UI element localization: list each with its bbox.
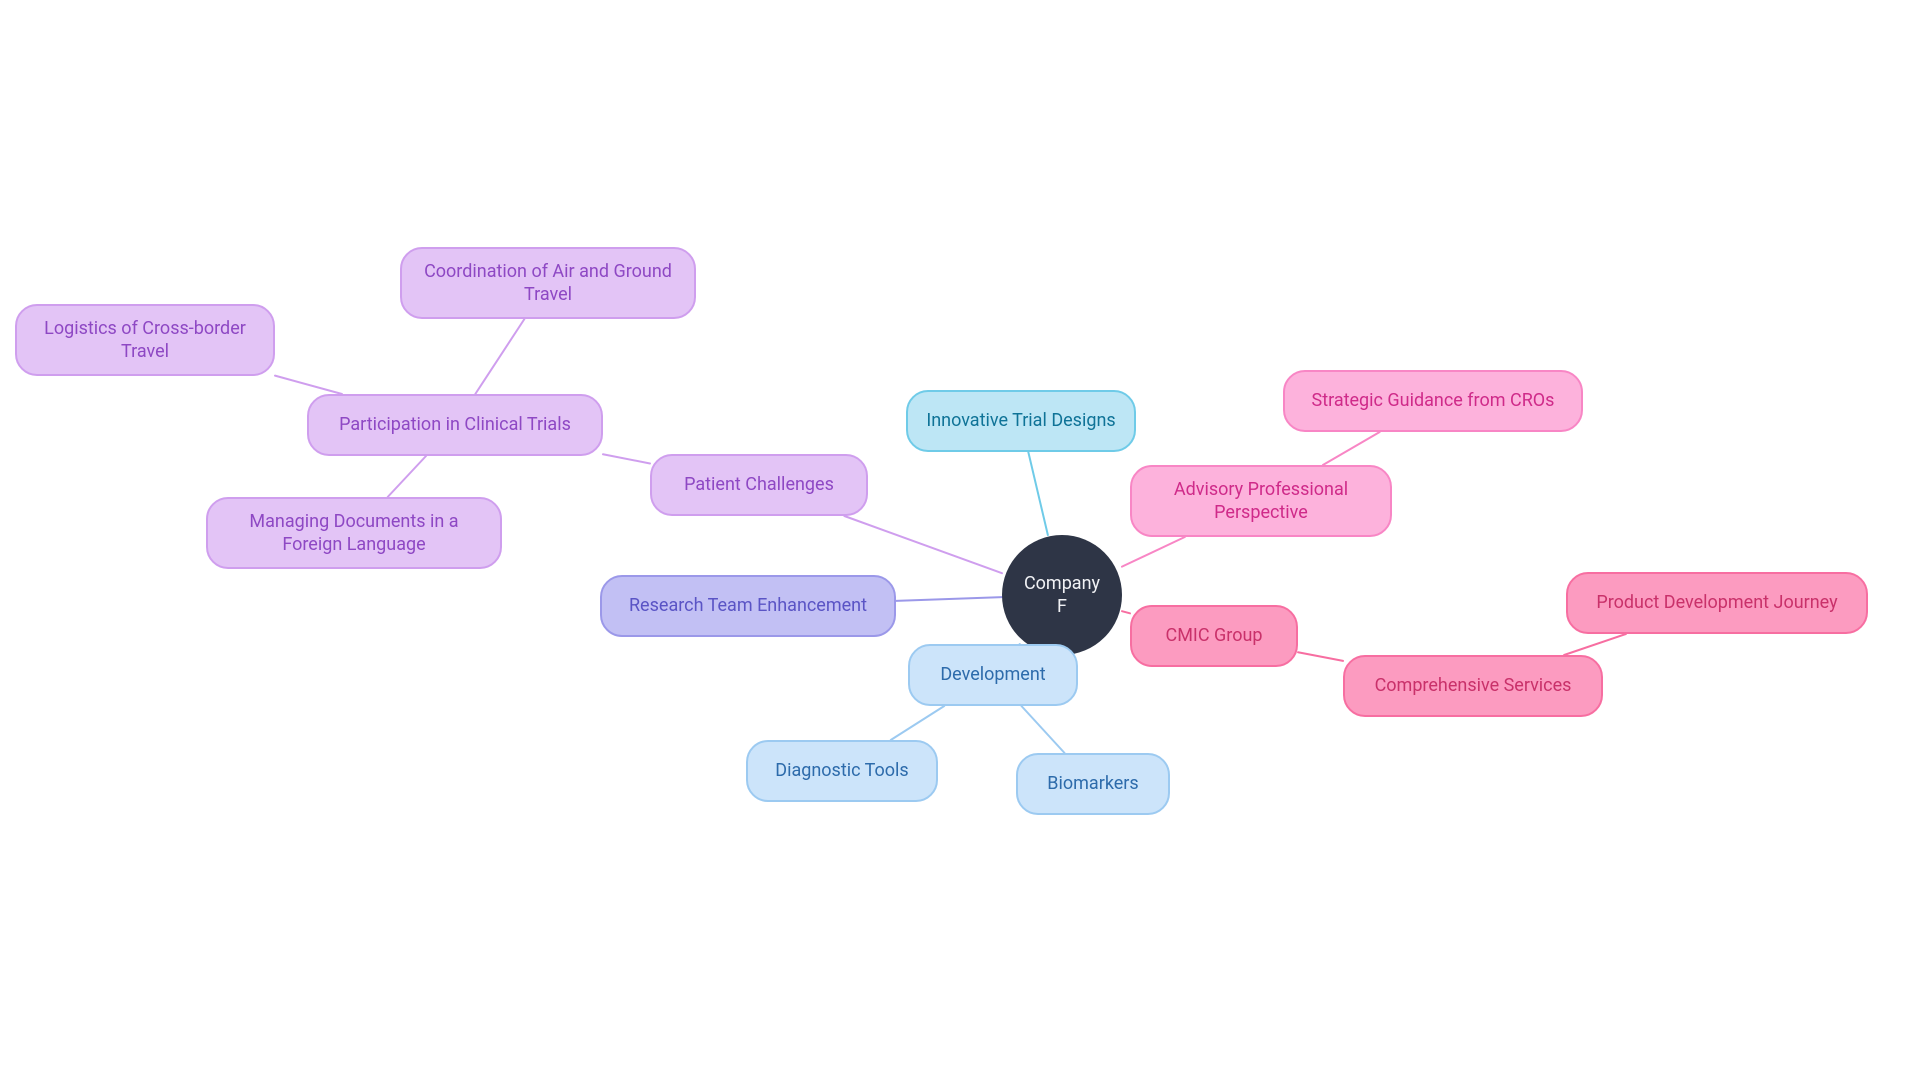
edge — [844, 516, 1002, 573]
node-biomarkers[interactable]: Biomarkers — [1016, 753, 1170, 815]
edge — [1122, 537, 1185, 567]
node-advisory-perspective[interactable]: Advisory Professional Perspective — [1130, 465, 1392, 537]
edge — [891, 706, 944, 740]
edge — [275, 376, 342, 394]
node-managing-documents[interactable]: Managing Documents in a Foreign Language — [206, 497, 502, 569]
node-label: Development — [940, 663, 1045, 686]
edge — [1122, 611, 1130, 613]
node-strategic-guidance[interactable]: Strategic Guidance from CROs — [1283, 370, 1583, 432]
node-development[interactable]: Development — [908, 644, 1078, 706]
node-label: Innovative Trial Designs — [926, 409, 1115, 432]
edge — [1298, 652, 1343, 661]
mindmap-canvas: Company F Innovative Trial Designs Advis… — [0, 0, 1920, 1080]
node-center-label: Company F — [1020, 572, 1104, 619]
node-label: Coordination of Air and Ground Travel — [420, 260, 676, 307]
node-label: CMIC Group — [1166, 624, 1263, 647]
node-coordination-travel[interactable]: Coordination of Air and Ground Travel — [400, 247, 696, 319]
node-label: Diagnostic Tools — [775, 759, 908, 782]
node-center[interactable]: Company F — [1002, 535, 1122, 655]
node-participation-clinical-trials[interactable]: Participation in Clinical Trials — [307, 394, 603, 456]
edge — [475, 319, 524, 394]
node-cmic-group[interactable]: CMIC Group — [1130, 605, 1298, 667]
edge — [1021, 706, 1064, 753]
node-innovative-trial-designs[interactable]: Innovative Trial Designs — [906, 390, 1136, 452]
edge — [1323, 432, 1380, 465]
edge — [1564, 634, 1626, 655]
node-logistics-cross-border[interactable]: Logistics of Cross-border Travel — [15, 304, 275, 376]
node-label: Patient Challenges — [684, 473, 834, 496]
edge — [603, 454, 650, 463]
node-patient-challenges[interactable]: Patient Challenges — [650, 454, 868, 516]
node-diagnostic-tools[interactable]: Diagnostic Tools — [746, 740, 938, 802]
edge — [388, 456, 426, 497]
node-comprehensive-services[interactable]: Comprehensive Services — [1343, 655, 1603, 717]
edge — [896, 597, 1002, 601]
node-label: Participation in Clinical Trials — [339, 413, 571, 436]
node-label: Advisory Professional Perspective — [1150, 478, 1372, 525]
node-label: Biomarkers — [1047, 772, 1138, 795]
node-label: Logistics of Cross-border Travel — [35, 317, 255, 364]
node-product-development[interactable]: Product Development Journey — [1566, 572, 1868, 634]
node-research-team-enhancement[interactable]: Research Team Enhancement — [600, 575, 896, 637]
edge — [1028, 452, 1048, 535]
node-label: Comprehensive Services — [1375, 674, 1572, 697]
node-label: Managing Documents in a Foreign Language — [226, 510, 482, 557]
node-label: Research Team Enhancement — [629, 594, 867, 617]
node-label: Strategic Guidance from CROs — [1312, 389, 1555, 412]
node-label: Product Development Journey — [1596, 591, 1837, 614]
